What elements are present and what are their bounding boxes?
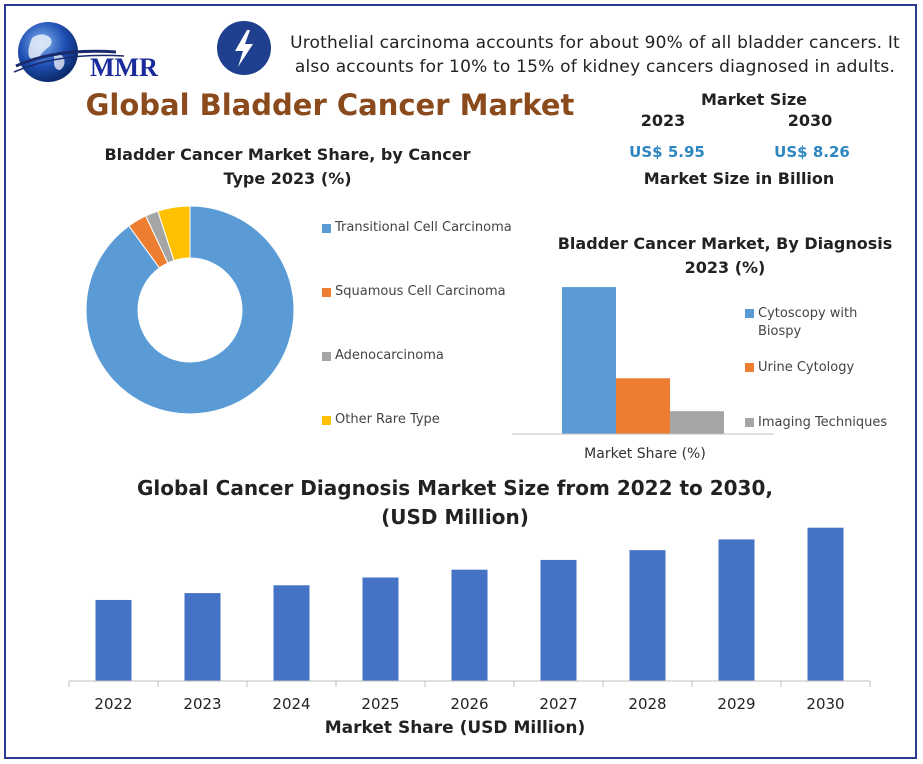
legend-item-cytoscopy-with-biospy: Cytoscopy with Biospy [745, 305, 895, 341]
legend-item-imaging-techniques: Imaging Techniques [745, 414, 895, 432]
year-tick-label-2028: 2028 [628, 695, 667, 713]
market-size-year-2030: 2030 [787, 111, 833, 130]
legend-label: Imaging Techniques [758, 415, 888, 430]
legend-swatch [745, 363, 754, 372]
diagnosis-bar-chart [512, 287, 774, 435]
donut-chart-title: Bladder Cancer Market Share, by Cancer T… [104, 145, 471, 188]
donut-slice-transitional-cell-carcinoma [85, 205, 295, 415]
legend-label: Cytoscopy with Biospy [758, 306, 858, 339]
market-size-bar-2027 [540, 559, 577, 681]
svg-text:MMR: MMR [90, 53, 158, 82]
year-tick-label-2024: 2024 [272, 695, 311, 713]
legend-label: Other Rare Type [335, 412, 440, 427]
year-axis-labels: 2022 2023 2024 2025 2026 2027 2028 2029 2030 [60, 695, 880, 717]
legend-swatch [322, 224, 331, 233]
market-size-value-2023: US$ 5.95 [629, 143, 705, 161]
diagnosis-x-axis-label: Market Share (%) [584, 446, 706, 462]
infographic-frame [4, 4, 917, 759]
legend-item-adenocarcinoma: Adenocarcinoma [322, 348, 444, 363]
legend-swatch [322, 416, 331, 425]
legend-swatch [745, 309, 754, 318]
donut-chart [85, 205, 295, 415]
legend-item-transitional-cell-carcinoma: Transitional Cell Carcinoma [322, 220, 512, 235]
market-size-bar-2022 [95, 599, 132, 681]
market-size-bar-2026 [451, 569, 488, 681]
diagnosis-bar-imaging-techniques [670, 411, 724, 434]
diagnosis-bar-cytoscopy-with-biospy [562, 287, 616, 434]
legend-label: Squamous Cell Carcinoma [335, 284, 506, 299]
market-size-bar-chart [68, 527, 871, 687]
diagnosis-chart-title: Bladder Cancer Market, By Diagnosis 2023… [557, 234, 893, 277]
year-tick-label-2022: 2022 [94, 695, 133, 713]
market-size-bar-2024 [273, 585, 310, 681]
year-tick-label-2026: 2026 [450, 695, 489, 713]
market-size-bar-2029 [718, 539, 755, 681]
legend-swatch [322, 288, 331, 297]
legend-label: Adenocarcinoma [335, 348, 444, 363]
diagnosis-bar-urine-cytology [616, 378, 670, 434]
market-size-year-2023: 2023 [640, 111, 686, 130]
year-tick-label-2029: 2029 [717, 695, 756, 713]
market-size-x-axis-label: Market Share (USD Million) [324, 718, 586, 738]
legend-label: Transitional Cell Carcinoma [335, 220, 512, 235]
market-size-chart-title: Global Cancer Diagnosis Market Size from… [137, 476, 773, 529]
year-tick-label-2025: 2025 [361, 695, 400, 713]
legend-item-squamous-cell-carcinoma: Squamous Cell Carcinoma [322, 284, 506, 299]
year-tick-label-2030: 2030 [806, 695, 845, 713]
legend-swatch [322, 352, 331, 361]
market-size-bar-2028 [629, 550, 666, 681]
market-size-bar-2023 [184, 593, 221, 681]
lightning-bolt-icon [217, 21, 271, 75]
market-size-title: Market Size [700, 90, 808, 109]
headline-statement: Urothelial carcinoma accounts for about … [290, 33, 900, 77]
market-size-subtitle: Market Size in Billion [643, 169, 835, 188]
legend-label: Urine Cytology [758, 360, 855, 375]
donut-slice-other-rare-type [157, 205, 191, 262]
legend-swatch [745, 418, 754, 427]
mmr-logo: MMR [13, 22, 158, 82]
legend-item-other-rare-type: Other Rare Type [322, 412, 440, 427]
year-tick-label-2023: 2023 [183, 695, 222, 713]
year-tick-label-2027: 2027 [539, 695, 578, 713]
market-size-bar-2025 [362, 577, 399, 681]
market-size-bar-2030 [807, 527, 844, 681]
legend-item-urine-cytology: Urine Cytology [745, 359, 895, 377]
market-size-value-2030: US$ 8.26 [774, 143, 850, 161]
page-title: Global Bladder Cancer Market [85, 88, 575, 122]
